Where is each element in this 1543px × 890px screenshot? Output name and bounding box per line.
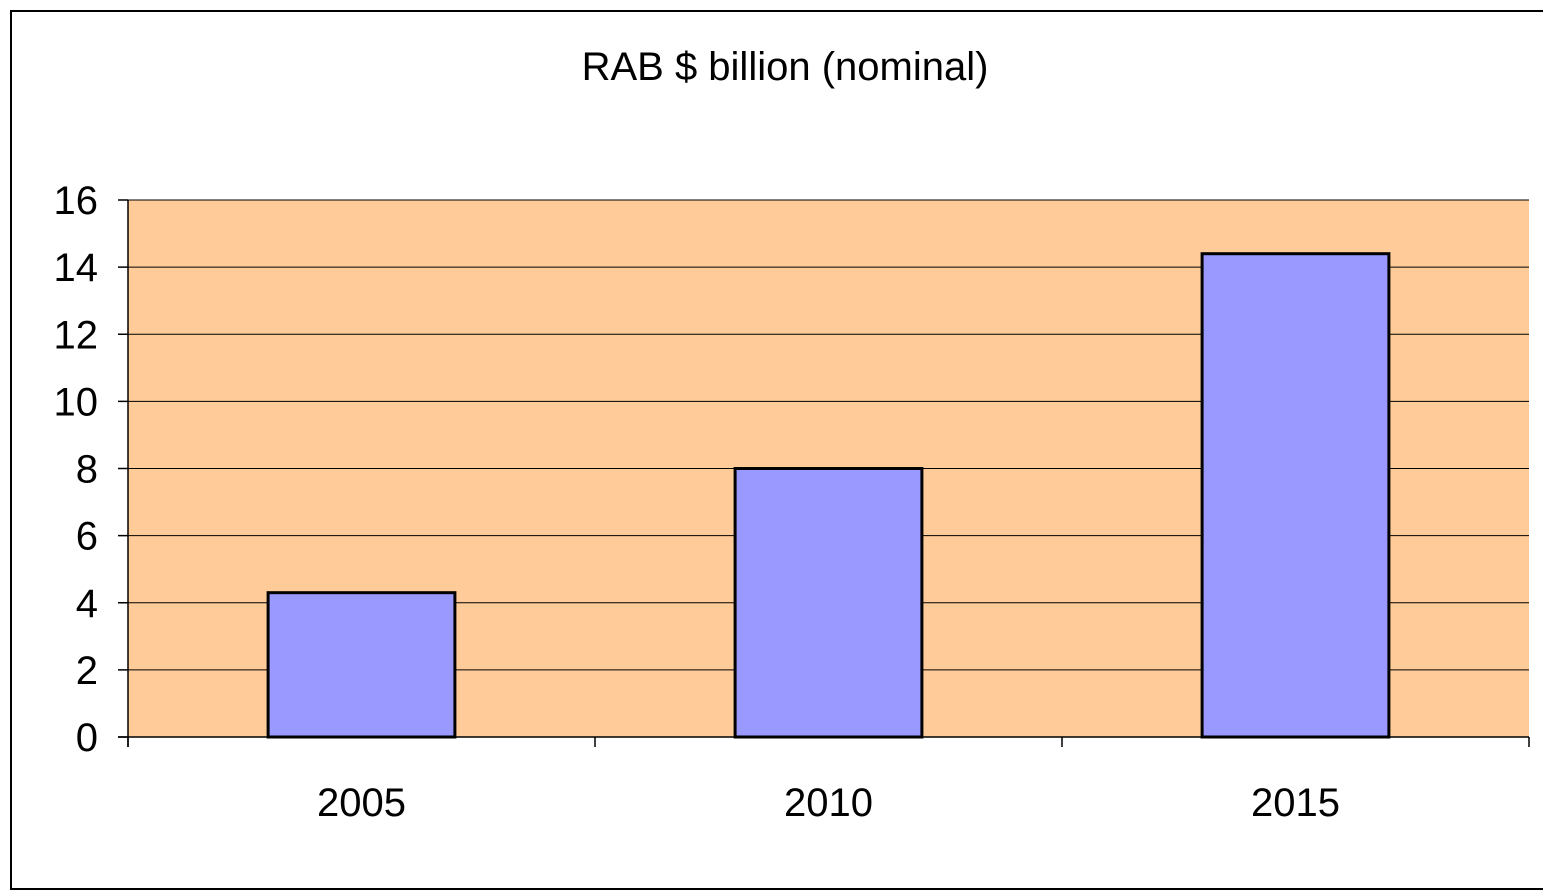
y-tick-label: 2: [76, 649, 98, 693]
chart-title: RAB $ billion (nominal): [582, 45, 989, 89]
x-tick-label: 2005: [317, 781, 406, 825]
plot-area: 0 2 4 6 8 10 12 14 16 2005 2010 2015: [54, 179, 1530, 825]
y-tick-label: 16: [54, 179, 99, 223]
bar-2010: [733, 467, 924, 739]
bar-2015: [1200, 252, 1391, 739]
y-tick-label: 0: [76, 716, 98, 760]
y-tick-label: 6: [76, 515, 98, 559]
x-tick-label: 2015: [1251, 781, 1340, 825]
bar-2005: [266, 591, 457, 739]
y-tick-label: 8: [76, 448, 98, 492]
y-tick-label: 10: [54, 380, 99, 424]
y-tick-label: 14: [54, 246, 99, 290]
y-tick-label: 12: [54, 313, 99, 357]
y-tick-label: 4: [76, 582, 98, 626]
x-tick-label: 2010: [784, 781, 873, 825]
